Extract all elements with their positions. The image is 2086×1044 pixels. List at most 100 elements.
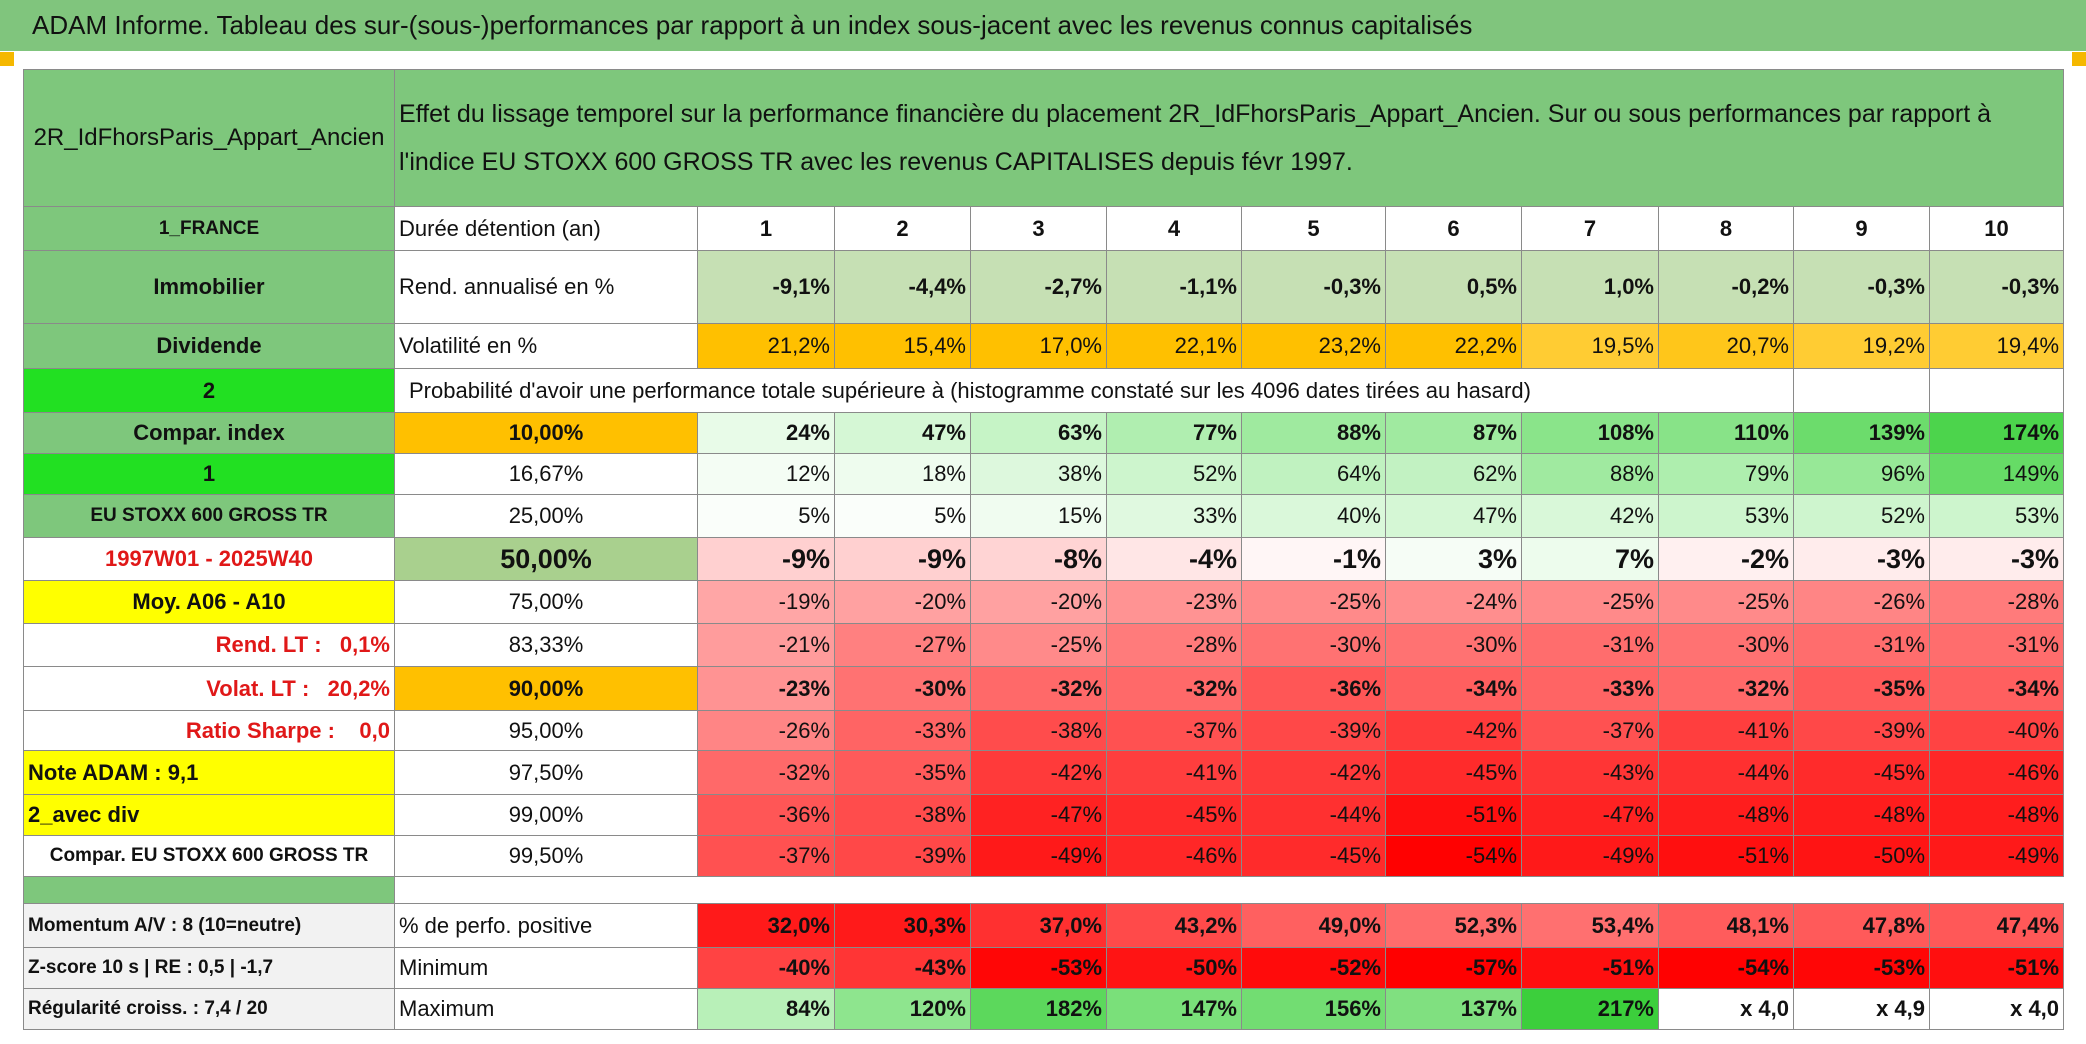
value-cell: -30%	[1385, 623, 1522, 667]
value-cell: 52%	[1793, 494, 1930, 538]
gap-cell	[23, 876, 395, 904]
value-cell: -21%	[697, 623, 835, 667]
value-cell: -40%	[697, 947, 835, 989]
metric-label: Maximum	[394, 988, 698, 1030]
value-cell: -48%	[1658, 794, 1794, 836]
probability-text: Probabilité d'avoir une performance tota…	[394, 368, 1794, 413]
value-cell: -48%	[1793, 794, 1930, 836]
value-cell: 5%	[834, 494, 971, 538]
period: 1	[697, 206, 835, 251]
value-cell: -43%	[834, 947, 971, 989]
value-cell: 64%	[1241, 453, 1386, 495]
period-row: 1_FRANCE Durée détention (an) 1 2 3 4 5 6 7 8 9 10	[23, 206, 2065, 251]
value-cell: 53%	[1658, 494, 1794, 538]
value-cell: -0,2%	[1658, 250, 1794, 324]
value-cell: -2,7%	[970, 250, 1107, 324]
value-cell: -33%	[834, 710, 971, 751]
value-cell: 17,0%	[970, 323, 1107, 369]
value-cell: 37,0%	[970, 903, 1107, 948]
row-label: Note ADAM : 9,1	[23, 750, 395, 795]
value-cell: 48,1%	[1658, 903, 1794, 948]
value-cell: -32%	[970, 666, 1107, 711]
value-cell: 12%	[697, 453, 835, 495]
value-cell: -54%	[1385, 835, 1522, 877]
period: 3	[970, 206, 1107, 251]
value-cell: 47,4%	[1928, 903, 2065, 948]
value-cell: 3%	[1385, 537, 1522, 581]
value-cell: 110%	[1658, 412, 1794, 454]
value-cell: -36%	[697, 794, 835, 836]
value-cell: -37%	[697, 835, 835, 877]
period: 5	[1241, 206, 1386, 251]
value-cell: 22,2%	[1385, 323, 1522, 369]
value-cell: -57%	[1385, 947, 1522, 989]
value-cell: 88%	[1241, 412, 1386, 454]
value-cell: -26%	[697, 710, 835, 751]
value-cell: -27%	[834, 623, 971, 667]
value-cell: x 4,0	[1658, 988, 1794, 1030]
value-cell: -50%	[1793, 835, 1930, 877]
value-cell: -41%	[1658, 710, 1794, 751]
value-cell: 156%	[1241, 988, 1386, 1030]
value-cell: -51%	[1658, 835, 1794, 877]
value-cell: -34%	[1385, 666, 1522, 711]
value-cell: -37%	[1521, 710, 1659, 751]
value-cell: -42%	[1241, 750, 1386, 795]
value-cell: 21,2%	[697, 323, 835, 369]
value-cell: -44%	[1658, 750, 1794, 795]
value-cell: 149%	[1928, 453, 2065, 495]
value-cell: 30,3%	[834, 903, 971, 948]
value-cell: 77%	[1106, 412, 1242, 454]
row-label: 2_avec div	[23, 794, 395, 836]
percentile: 10,00%	[394, 412, 698, 454]
value-cell: -1,1%	[1106, 250, 1242, 324]
value-cell: -9%	[697, 537, 835, 581]
value-cell: -4%	[1106, 537, 1242, 581]
report-title: ADAM Informe. Tableau des sur-(sous-)per…	[0, 0, 2086, 51]
value-cell: -28%	[1106, 623, 1242, 667]
value-cell: 33%	[1106, 494, 1242, 538]
value-cell: -33%	[1521, 666, 1659, 711]
value-cell: 7%	[1521, 537, 1659, 581]
value-cell: 38%	[970, 453, 1107, 495]
value-cell: -25%	[1521, 580, 1659, 624]
value-cell: -2%	[1658, 537, 1794, 581]
value-cell: -44%	[1241, 794, 1386, 836]
value-cell: -50%	[1106, 947, 1242, 989]
value-cell: -3%	[1928, 537, 2065, 581]
value-cell: 43,2%	[1106, 903, 1242, 948]
value-cell: -35%	[834, 750, 971, 795]
value-cell: -9,1%	[697, 250, 835, 324]
row-label: Compar. EU STOXX 600 GROSS TR	[23, 835, 395, 877]
value-cell: 19,4%	[1928, 323, 2065, 369]
value-cell: 0,5%	[1385, 250, 1522, 324]
value-cell: 108%	[1521, 412, 1659, 454]
value-cell: -31%	[1521, 623, 1659, 667]
info-row: Immobilier Rend. annualisé en % -9,1% -4,4%…	[23, 250, 2065, 324]
value-cell: -51%	[1521, 947, 1659, 989]
description: Effet du lissage temporel sur la perform…	[393, 69, 2065, 207]
value-cell: 19,2%	[1793, 323, 1930, 369]
metric-label: Minimum	[394, 947, 698, 989]
value-cell: -45%	[1106, 794, 1242, 836]
percentile-row: Rend. LT : 0,1% 83,33% -21% -27% -25% -28% -30…	[23, 623, 2065, 667]
row-label: Volat. LT : 20,2%	[23, 666, 395, 711]
value-cell: 182%	[970, 988, 1107, 1030]
value-cell: -47%	[970, 794, 1107, 836]
value-cell: 47%	[1385, 494, 1522, 538]
row-label: Rend. LT : 0,1%	[23, 623, 395, 667]
summary-row: Momentum A/V : 8 (10=neutre)% de perfo. …	[23, 903, 2065, 948]
performance-table: 2R_IdFhorsParis_Appart_Ancien Effet du li…	[23, 69, 2065, 1030]
value-cell: -20%	[834, 580, 971, 624]
period: 9	[1793, 206, 1930, 251]
gap-cell	[395, 877, 2064, 904]
row-label: Ratio Sharpe : 0,0	[23, 710, 395, 751]
value-cell: -32%	[697, 750, 835, 795]
empty-cell	[1793, 368, 1930, 413]
value-cell: 53%	[1928, 494, 2065, 538]
row-label: Dividende	[23, 323, 395, 369]
value-cell: 217%	[1521, 988, 1659, 1030]
value-cell: 84%	[697, 988, 835, 1030]
value-cell: -42%	[1385, 710, 1522, 751]
